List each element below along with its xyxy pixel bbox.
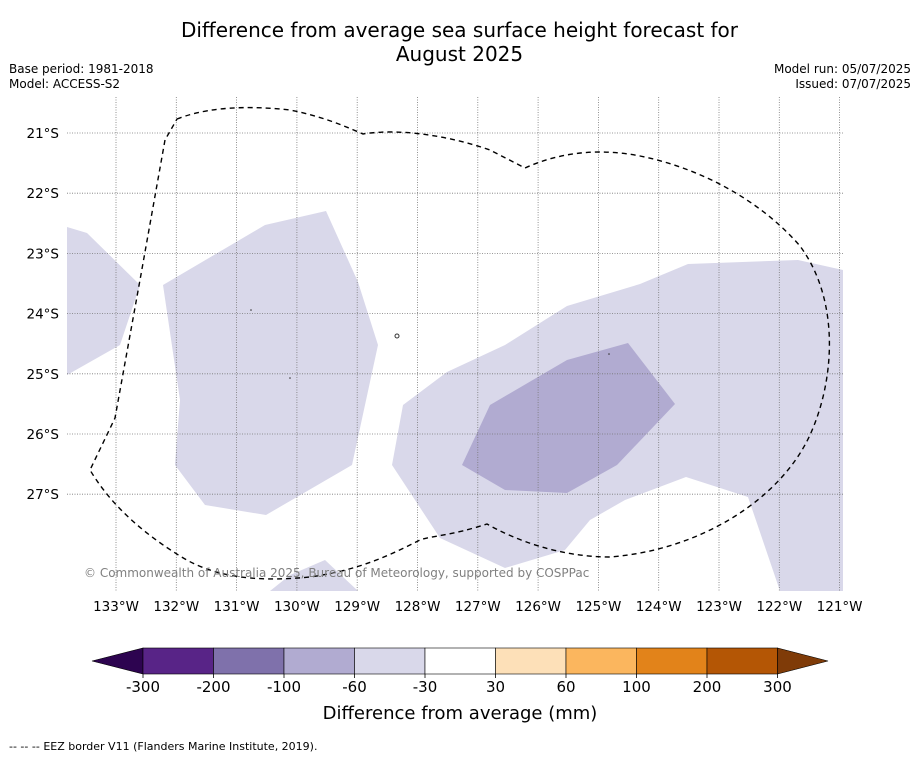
graticule [67,97,843,591]
colorbar-over-arrow [777,647,829,675]
map-title: Difference from average sea surface heig… [0,18,919,66]
island-marker [250,309,252,311]
model-run-date: Model run: 05/07/2025 [773,62,911,76]
longitude-label: 133°W [93,599,139,615]
latitude-label: 25°S [27,367,60,383]
colorbar-segment [424,647,496,675]
latitude-label: 23°S [27,246,60,262]
model-name: Model: ACCESS-S2 [9,77,121,91]
longitude-label: 125°W [575,599,621,615]
anomaly-region-deep [462,343,675,493]
longitude-label: 128°W [395,599,441,615]
colorbar-segment [142,647,214,675]
eez-border [89,106,831,580]
colorbar-tick-label: -200 [196,678,230,696]
colorbar: -300 -200 -100 -60 -30 30 60 100 200 300 [91,647,829,696]
colorbar-tick-label: -300 [126,678,160,696]
colorbar-tick-label: -30 [413,678,438,696]
eez-legend-symbol: -- -- -- [9,740,40,753]
island-marker [608,353,610,355]
longitude-label: 132°W [153,599,199,615]
island-marker [394,333,400,339]
colorbar-tick-label: -60 [342,678,367,696]
colorbar-segment [636,647,708,675]
longitude-label: 127°W [455,599,501,615]
colorbar-tick-label: 30 [486,678,505,696]
longitude-label: 129°W [334,599,380,615]
title-line-2: August 2025 [395,42,524,66]
longitude-label: 131°W [214,599,260,615]
eez-legend: -- -- -- EEZ border V11 (Flanders Marine… [9,740,317,753]
island-marker [289,377,291,379]
longitude-label: 121°W [817,599,863,615]
map-panel [67,97,843,591]
colorbar-tick-label: 200 [693,678,722,696]
longitude-label: 126°W [515,599,561,615]
latitude-label: 24°S [27,307,60,323]
issued-date: Issued: 07/07/2025 [795,77,911,91]
anomaly-region-south [270,560,358,591]
colorbar-tick-label: 60 [556,678,575,696]
longitude-label: 123°W [696,599,742,615]
colorbar-segment [565,647,637,675]
latitude-label: 26°S [27,427,60,443]
anomaly-region-central [163,211,378,515]
latitude-label: 21°S [27,126,60,142]
title-line-1: Difference from average sea surface heig… [180,18,739,42]
longitude-label: 130°W [274,599,320,615]
longitude-label: 124°W [636,599,682,615]
base-period: Base period: 1981-2018 [9,62,154,76]
colorbar-segment [495,647,567,675]
longitude-label: 122°W [756,599,802,615]
model-info: Base period: 1981-2018 Model: ACCESS-S2 [9,62,154,92]
colorbar-under-arrow [91,647,144,675]
latitude-label: 27°S [27,487,60,503]
colorbar-segment [706,647,778,675]
colorbar-segment [283,647,355,675]
colorbar-segment [354,647,426,675]
colorbar-tick-label: 300 [763,678,792,696]
colorbar-tick-label: 100 [622,678,651,696]
eez-legend-text: EEZ border V11 (Flanders Marine Institut… [43,740,318,753]
longitude-labels: 133°W 132°W 131°W 130°W 129°W 128°W 127°W 126°W… [93,599,862,615]
anomaly-region-west [67,227,140,375]
colorbar-title: Difference from average (mm) [323,703,598,724]
run-info: Model run: 05/07/2025 Issued: 07/07/2025 [774,62,911,92]
colorbar-segment [213,647,285,675]
copyright-notice: © Commonwealth of Australia 2025, Bureau… [84,566,589,580]
colorbar-tick-label: -100 [267,678,301,696]
latitude-labels: 21°S 22°S 23°S 24°S 25°S 26°S 27°S [27,126,60,503]
latitude-label: 22°S [27,186,60,202]
